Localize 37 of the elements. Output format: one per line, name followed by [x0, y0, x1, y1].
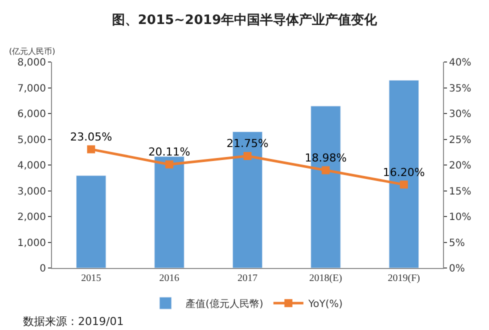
data-label: 23.05% — [70, 130, 112, 144]
y2-tick-label: 10% — [449, 212, 472, 223]
source-note: 数据来源：2019/01 — [23, 315, 124, 328]
point — [322, 166, 330, 174]
y2-tick-label: 30% — [449, 109, 472, 120]
chart-title: 图、2015~2019年中国半导体产业产值变化 — [112, 12, 378, 28]
data-label: 20.11% — [148, 146, 190, 159]
legend-label: 產值(億元人民幣) — [186, 298, 264, 310]
y-tick-label: 6,000 — [17, 109, 46, 120]
y2-tick-label: 35% — [449, 83, 472, 94]
x-tick-label: 2019(F) — [388, 273, 420, 284]
y2-tick-label: 0% — [449, 264, 465, 274]
y2-tick-label: 40% — [449, 58, 472, 68]
y-tick-label: 8,000 — [17, 58, 46, 68]
x-tick-label: 2015 — [81, 273, 102, 284]
x-tick-label: 2018(E) — [309, 273, 342, 284]
y-axis-title: (亿元人民币) — [9, 47, 56, 56]
point — [87, 145, 96, 154]
x-tick-label: 2016 — [159, 273, 180, 284]
bar — [154, 156, 184, 268]
y2-tick-label: 20% — [449, 160, 472, 172]
y-tick-label: 5,000 — [17, 134, 46, 146]
bar — [76, 175, 106, 268]
y-tick-label: 7,000 — [17, 83, 46, 94]
y-tick-label: 1,000 — [17, 238, 46, 249]
legend-label: YoY(%) — [307, 299, 343, 310]
point — [244, 152, 252, 160]
y2-tick-label: 15% — [449, 186, 472, 198]
y-tick-label: 2,000 — [17, 212, 46, 223]
y-tick-label: 3,000 — [17, 186, 46, 198]
x-tick-label: 2017 — [238, 273, 258, 284]
y-tick-label: 4,000 — [17, 160, 46, 172]
y-tick-label: 0 — [40, 264, 46, 274]
y2-tick-label: 25% — [449, 134, 472, 146]
point — [400, 180, 408, 189]
y2-tick-label: 5% — [449, 238, 465, 249]
point — [165, 160, 174, 168]
